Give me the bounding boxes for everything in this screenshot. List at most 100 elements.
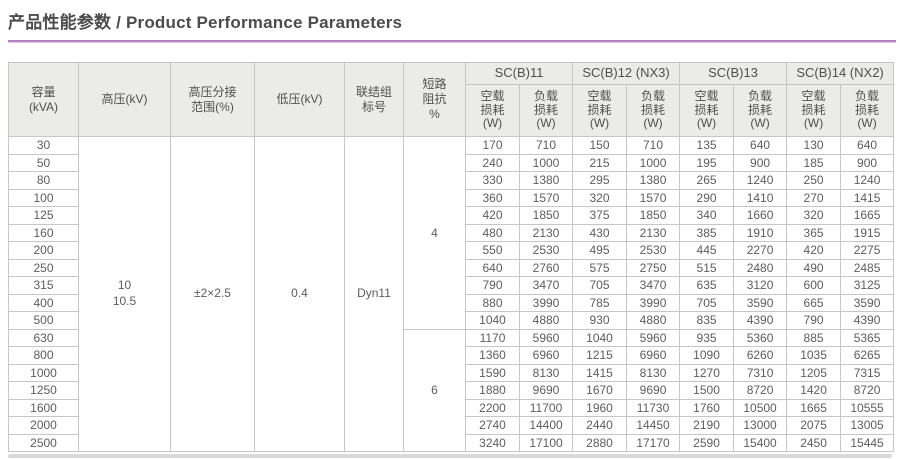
col-header-tap-range: 高压分接 范围(%) [170,62,255,137]
load-loss-cell: 1240 [840,171,895,190]
no-load-loss-cell: 2200 [465,398,520,417]
no-load-loss-cell: 240 [465,153,520,172]
no-load-loss-cell: 930 [572,311,628,330]
load-loss-cell: 3590 [733,293,788,312]
no-load-loss-cell: 480 [465,223,520,242]
group-header-scb13: SC(B)13 [679,62,788,85]
load-loss-cell: 1660 [733,206,788,225]
capacity-cell: 1000 [8,363,79,382]
no-load-loss-cell: 1590 [465,363,520,382]
group-header-scb14: SC(B)14 (NX2) [786,62,895,85]
capacity-cell: 50 [8,153,79,172]
table-row: 2500 3240 17100 2880 17170 2590 15400 2450 15445 [8,433,895,452]
no-load-loss-cell: 2440 [572,416,628,435]
no-load-loss-cell: 1035 [786,346,842,365]
load-loss-cell: 2530 [518,241,574,260]
load-loss-cell: 1415 [840,188,895,207]
capacity-cell: 500 [8,311,79,330]
no-load-loss-cell: 1170 [465,328,520,347]
no-load-loss-cell: 3240 [465,433,520,452]
load-loss-cell: 1850 [518,206,574,225]
hv-merged-cell: 10 10.5 [78,136,171,452]
load-loss-cell: 2485 [840,258,895,277]
no-load-loss-cell: 340 [679,206,735,225]
load-loss-cell: 1850 [626,206,681,225]
no-load-loss-cell: 600 [786,276,842,295]
table-row: 250 640 2760 575 2750 515 2480 490 2485 [8,258,895,277]
table-row: 400 880 3990 785 3990 705 3590 665 3590 [8,293,895,312]
load-loss-cell: 10500 [733,398,788,417]
no-load-loss-cell: 420 [465,206,520,225]
capacity-cell: 2500 [8,433,79,452]
header-group-row: 容量 (kVA) 高压(kV) 高压分接 范围(%) 低压(kV) 联结组 标号… [8,62,895,137]
no-load-loss-cell: 360 [465,188,520,207]
header-sub-row: 空载 损耗 (W) 负载 损耗 (W) 空载 损耗 (W) 负载 损耗 (W) … [9,84,895,137]
no-load-loss-cell: 320 [572,188,628,207]
no-load-loss-cell: 195 [679,153,735,172]
no-load-loss-cell: 1360 [465,346,520,365]
no-load-loss-cell: 635 [679,276,735,295]
title-underline [8,40,896,42]
load-loss-cell: 9690 [518,381,574,400]
load-loss-cell: 15445 [840,433,895,452]
table-row: 630 6 1170 5960 1040 5960 935 5360 885 5365 [8,328,895,452]
no-load-loss-cell: 550 [465,241,520,260]
no-load-loss-cell: 130 [786,136,842,155]
no-load-loss-cell: 150 [572,136,628,155]
no-load-loss-cell: 135 [679,136,735,155]
capacity-cell: 125 [8,206,79,225]
load-loss-cell: 900 [840,153,895,172]
no-load-loss-cell: 575 [572,258,628,277]
no-load-loss-cell: 1665 [786,398,842,417]
no-load-loss-cell: 420 [786,241,842,260]
impedance-cell: 6 [403,328,466,452]
load-loss-cell: 7310 [733,363,788,382]
no-load-loss-cell: 215 [572,153,628,172]
load-loss-cell: 5960 [518,328,574,347]
lv-merged-cell: 0.4 [254,136,345,452]
load-loss-cell: 2130 [518,223,574,242]
load-loss-cell: 2130 [626,223,681,242]
load-loss-cell: 17100 [518,433,574,452]
load-loss-cell: 9690 [626,381,681,400]
group-header-scb11: SC(B)11 [464,62,574,85]
no-load-loss-cell: 445 [679,241,735,260]
load-loss-cell: 5360 [733,328,788,347]
load-loss-cell: 1380 [518,171,574,190]
no-load-loss-cell: 250 [786,171,842,190]
load-loss-cell: 710 [626,136,681,155]
load-loss-cell: 1410 [733,188,788,207]
capacity-cell: 800 [8,346,79,365]
load-loss-cell: 6265 [840,346,895,365]
capacity-cell: 400 [8,293,79,312]
no-load-loss-cell: 270 [786,188,842,207]
table-row: 1000 1590 8130 1415 8130 1270 7310 1205 7315 [8,363,895,382]
no-load-loss-cell: 185 [786,153,842,172]
subheader-load-loss: 负载 损耗 (W) [626,84,681,137]
no-load-loss-cell: 835 [679,311,735,330]
load-loss-cell: 1000 [518,153,574,172]
load-loss-cell: 3120 [733,276,788,295]
load-loss-cell: 7315 [840,363,895,382]
load-loss-cell: 3470 [626,276,681,295]
load-loss-cell: 2760 [518,258,574,277]
load-loss-cell: 5960 [626,328,681,347]
load-loss-cell: 4880 [518,311,574,330]
load-loss-cell: 3990 [518,293,574,312]
capacity-cell: 160 [8,223,79,242]
no-load-loss-cell: 490 [786,258,842,277]
load-loss-cell: 8130 [518,363,574,382]
no-load-loss-cell: 385 [679,223,735,242]
no-load-loss-cell: 640 [465,258,520,277]
no-load-loss-cell: 1880 [465,381,520,400]
load-loss-cell: 8130 [626,363,681,382]
subheader-no-load-loss: 空载 损耗 (W) [679,84,735,137]
bottom-divider [8,454,892,458]
no-load-loss-cell: 705 [572,276,628,295]
no-load-loss-cell: 935 [679,328,735,347]
subheader-no-load-loss: 空载 损耗 (W) [572,84,628,137]
load-loss-cell: 3990 [626,293,681,312]
subheader-no-load-loss: 空载 损耗 (W) [786,84,842,137]
load-loss-cell: 6260 [733,346,788,365]
